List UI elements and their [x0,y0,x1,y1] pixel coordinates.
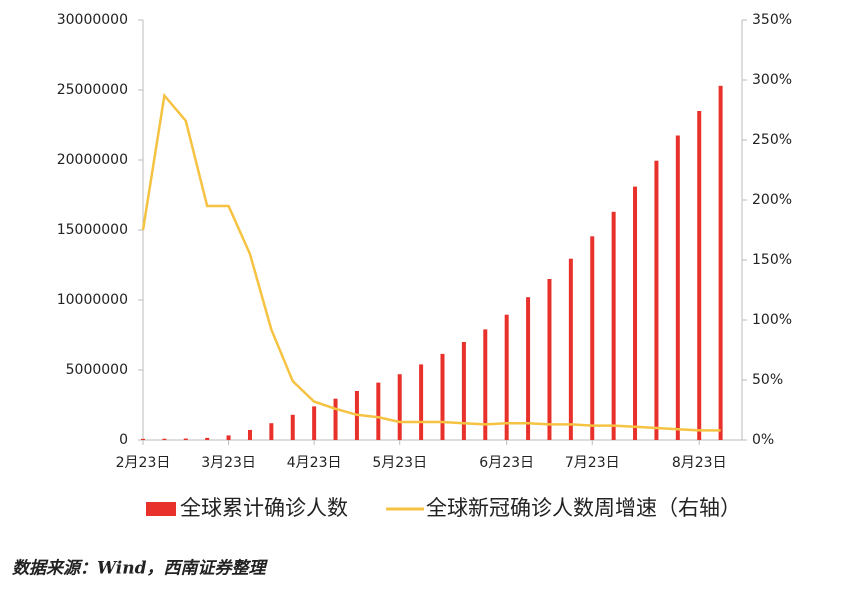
bar [504,314,509,440]
y2-tick-label: 350% [752,12,792,28]
bar [247,429,252,440]
bar [440,353,445,440]
x-tick-label: 8月23日 [672,455,727,471]
legend-label: 全球新冠确诊人数周增速（右轴） [426,496,741,520]
y-tick-label: 30000000 [57,12,128,28]
bar [141,438,145,440]
x-tick-label: 4月23日 [287,455,342,471]
x-tick-label: 3月23日 [201,455,256,471]
x-tick-label: 2月23日 [116,455,171,471]
bar [290,414,295,440]
line [141,92,721,432]
bar [461,342,466,440]
bar [312,406,317,440]
y2-tick-label: 0% [752,432,774,448]
bar [376,382,381,440]
y-tick-label: 15000000 [57,222,128,238]
bar [633,186,638,440]
x-tick-label: 6月23日 [479,455,534,471]
bar [162,438,167,440]
x-tick-label: 5月23日 [372,455,427,471]
y2-tick-label: 150% [752,252,792,268]
bar [205,437,210,440]
bar [226,435,231,440]
source-note: 数据来源：Wind，西南证券整理 [12,559,268,579]
bar [526,297,531,440]
y-tick-label: 5000000 [66,362,128,378]
bar [611,211,616,440]
y2-tick-label: 300% [752,72,792,88]
bar [654,160,659,440]
y-tick-label: 0 [119,432,128,448]
x-tick-label: 7月23日 [565,455,620,471]
bar [397,374,402,440]
legend-label: 全球累计确诊人数 [180,496,348,520]
y2-tick-label: 50% [752,372,783,388]
bar [419,364,424,440]
y-tick-label: 25000000 [57,82,128,98]
bar [547,279,552,440]
y2-tick-label: 100% [752,312,792,328]
bar [483,329,488,440]
y-tick-label: 10000000 [57,292,128,308]
bar [590,236,595,440]
bar [333,398,338,440]
bar [675,135,680,440]
bar [718,85,723,441]
y2-tick-label: 250% [752,132,792,148]
y2-tick-label: 200% [752,192,792,208]
bar [183,438,188,440]
bar [697,111,702,440]
bar [269,423,274,440]
y-tick-label: 20000000 [57,152,128,168]
legend-swatch [146,502,176,516]
bar [568,258,573,440]
